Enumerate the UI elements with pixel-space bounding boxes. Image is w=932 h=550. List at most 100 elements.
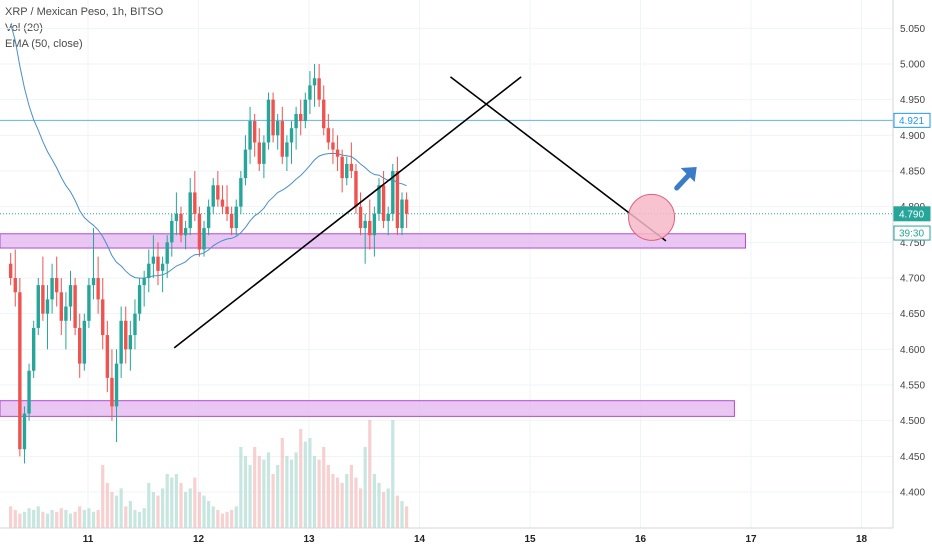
candle-body [45, 299, 50, 314]
candle-body [197, 213, 202, 250]
y-tick-label: 4.850 [900, 167, 925, 178]
volume-bar [78, 506, 82, 528]
candle-body [64, 306, 68, 321]
candle-body [156, 256, 160, 271]
volume-bar [156, 495, 160, 528]
candle-body [326, 128, 331, 143]
candle-body [340, 156, 344, 179]
volume-bar [317, 459, 321, 528]
candle-body [317, 78, 321, 100]
y-tick-label: 4.600 [900, 345, 925, 356]
price-tag-label: 4.790 [899, 209, 924, 220]
volume-bar [340, 483, 344, 528]
volume-bar [207, 501, 211, 528]
candle-body [381, 185, 386, 221]
volume-bar [234, 506, 238, 528]
candle-body [31, 327, 36, 371]
candle-body [266, 99, 271, 143]
volume-bar [377, 483, 381, 528]
legend-symbol[interactable]: XRP / Mexican Peso, 1h, BITSO [5, 6, 164, 18]
candle-body [160, 263, 165, 271]
x-tick-label: 14 [414, 534, 426, 545]
candle-body [165, 242, 169, 264]
candle-body [349, 163, 354, 171]
candle-body [335, 149, 340, 157]
volume-bar [50, 510, 54, 528]
volume-bar [142, 508, 146, 528]
candle-body [124, 320, 128, 350]
volume-bar [110, 492, 114, 528]
candle-body [308, 85, 312, 100]
ema-line [10, 23, 407, 279]
volume-bar [105, 483, 109, 528]
volume-bar [312, 456, 317, 528]
candle-body [400, 199, 404, 229]
candle-body [275, 121, 280, 136]
volume-bar [289, 459, 294, 528]
candle-body [36, 285, 40, 328]
candle-body [216, 185, 220, 200]
legend-ema[interactable]: EMA (50, close) [5, 38, 83, 50]
volume-bar [9, 506, 13, 528]
candle-body [271, 99, 275, 136]
volume-bar [220, 513, 225, 528]
candle-body [147, 263, 151, 278]
x-tick-label: 17 [745, 534, 757, 545]
candle-body [110, 377, 114, 407]
candle-body [299, 113, 303, 122]
y-tick-label: 4.700 [900, 274, 925, 285]
volume-bar [160, 488, 165, 528]
volume-bar [179, 483, 183, 528]
volume-bar [87, 508, 91, 528]
arrow-head-icon [680, 166, 697, 182]
y-tick-label: 4.750 [900, 238, 925, 249]
y-tick-label: 4.400 [900, 488, 925, 499]
support-zone[interactable] [0, 400, 735, 417]
candle-body [68, 285, 73, 307]
candle-body [229, 213, 234, 229]
candle-body [82, 320, 87, 364]
x-tick-label: 16 [635, 534, 647, 545]
candle-body [188, 192, 192, 229]
y-tick-label: 4.650 [900, 309, 925, 320]
volume-bar [271, 474, 275, 528]
candle-body [404, 199, 409, 214]
target-circle-marker[interactable] [628, 193, 676, 241]
y-tick-label: 4.950 [900, 95, 925, 106]
candle-body [377, 185, 381, 214]
volume-bar [381, 492, 386, 528]
price-tag [893, 225, 931, 241]
volume-bar [358, 488, 363, 528]
candle-body [225, 206, 229, 214]
volume-bar [124, 506, 128, 528]
volume-bar [368, 420, 372, 528]
volume-bar [294, 452, 298, 528]
candle-body [322, 99, 326, 129]
candle-body [234, 206, 238, 229]
candle-body [248, 121, 252, 150]
candle-body [78, 327, 82, 364]
volume-bar [151, 492, 155, 528]
volume-bar [391, 420, 395, 528]
candle-body [262, 142, 266, 164]
candle-body [128, 335, 133, 350]
y-tick-label: 5.050 [900, 24, 925, 35]
candle-body [50, 278, 54, 300]
candle-body [27, 370, 31, 414]
support-zone[interactable] [0, 233, 746, 249]
trendline[interactable] [173, 76, 522, 349]
candle-body [133, 313, 137, 336]
candle-body [202, 228, 206, 250]
volume-bar [91, 511, 96, 528]
candle-body [73, 285, 77, 328]
volume-bar [349, 465, 353, 528]
candle-body [358, 206, 363, 229]
candle-body [391, 171, 395, 214]
volume-bar [243, 456, 248, 528]
volume-bar [266, 452, 271, 528]
x-tick-label: 18 [856, 534, 868, 545]
volume-bar [239, 447, 243, 528]
candle-body [243, 149, 248, 179]
volume-bar [322, 447, 326, 528]
